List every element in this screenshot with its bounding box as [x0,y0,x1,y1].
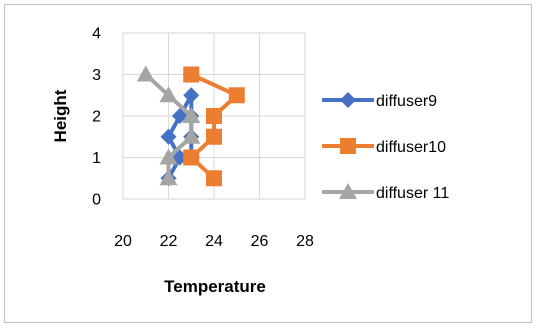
data-point-diffuser10-0 [183,66,200,83]
data-point-diffuser9-2 [160,128,177,145]
legend-label-diffuser-11: diffuser 11 [376,185,449,202]
series-group [136,65,245,187]
legend-item-diffuser10: diffuser10 [322,138,446,156]
x-tick-label-26: 26 [251,233,269,250]
legend-marker-diffuser-11 [339,183,357,199]
data-point-diffuser10-5 [206,170,222,187]
legend-item-diffuser9: diffuser9 [322,92,437,110]
tick-labels: 20 22 24 26 28 0 1 2 3 4 [92,26,314,251]
data-point-diffuser-11-3 [182,127,201,144]
x-tick-label-22: 22 [160,233,178,250]
data-point-diffuser9-4 [183,87,200,104]
data-point-diffuser10-4 [183,149,200,166]
data-point-diffuser-11-4 [159,148,178,165]
x-tick-label-20: 20 [114,233,132,250]
x-tick-label-28: 28 [296,233,314,250]
data-point-diffuser9-3 [171,108,188,124]
data-point-diffuser-11-1 [159,86,178,103]
legend-marker-diffuser10 [340,138,356,154]
legend: diffuser9 diffuser10 diffuser 11 [322,92,449,202]
y-tick-label-1: 1 [92,150,101,167]
series-diffuser-11 [136,65,201,186]
legend-marker-diffuser9 [340,92,356,108]
data-point-diffuser-11-0 [136,65,155,82]
legend-label-diffuser9: diffuser9 [376,93,437,110]
data-point-diffuser10-3 [206,128,222,145]
x-axis-title: Temperature [164,277,266,296]
y-tick-label-0: 0 [92,192,101,209]
y-tick-label-3: 3 [92,67,101,84]
data-point-diffuser10-2 [206,108,222,124]
y-axis-title: Height [51,89,70,142]
data-point-diffuser-11-2 [182,107,201,123]
y-tick-label-4: 4 [92,26,101,43]
series-diffuser10 [183,66,245,187]
legend-item-diffuser-11: diffuser 11 [322,183,449,202]
data-point-diffuser10-1 [228,87,245,104]
legend-label-diffuser10: diffuser10 [376,139,446,156]
gridlines [122,32,306,200]
chart-border [4,4,532,323]
data-point-diffuser-11-5 [159,169,178,186]
y-tick-label-2: 2 [92,109,101,126]
x-tick-label-24: 24 [205,233,223,250]
